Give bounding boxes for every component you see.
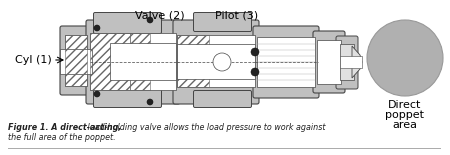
Bar: [317, 40, 341, 84]
Text: poppet: poppet: [386, 110, 424, 120]
Bar: [177, 35, 209, 87]
Bar: [65, 35, 87, 86]
Bar: [130, 33, 150, 90]
FancyBboxPatch shape: [94, 89, 162, 108]
Circle shape: [147, 99, 153, 105]
FancyBboxPatch shape: [313, 31, 345, 93]
Bar: [90, 33, 176, 90]
Text: Pilot (3): Pilot (3): [216, 10, 259, 20]
Circle shape: [147, 17, 153, 23]
Polygon shape: [352, 46, 362, 78]
Bar: [257, 37, 315, 87]
Bar: [177, 35, 255, 87]
Circle shape: [94, 25, 100, 31]
Bar: [177, 44, 255, 79]
Circle shape: [213, 53, 231, 71]
Bar: [110, 43, 176, 80]
FancyBboxPatch shape: [253, 26, 319, 98]
Circle shape: [251, 48, 259, 56]
Text: load-holding valve allows the load pressure to work against: load-holding valve allows the load press…: [85, 123, 325, 132]
FancyBboxPatch shape: [94, 13, 162, 33]
Bar: [60, 49, 92, 74]
Text: Figure 1. A direct-acting,: Figure 1. A direct-acting,: [8, 123, 122, 132]
FancyBboxPatch shape: [194, 91, 252, 108]
FancyBboxPatch shape: [86, 20, 180, 104]
FancyBboxPatch shape: [194, 13, 252, 31]
Bar: [340, 44, 354, 80]
Text: Cyl (1): Cyl (1): [15, 55, 52, 65]
Circle shape: [251, 68, 259, 76]
Bar: [90, 33, 130, 90]
Circle shape: [367, 20, 443, 96]
Text: the full area of the poppet.: the full area of the poppet.: [8, 133, 116, 142]
FancyBboxPatch shape: [173, 20, 259, 104]
Text: area: area: [392, 120, 418, 130]
Bar: [340, 56, 362, 68]
Text: Direct: Direct: [388, 100, 422, 110]
Bar: [65, 35, 87, 86]
Text: Valve (2): Valve (2): [135, 10, 185, 20]
FancyBboxPatch shape: [336, 36, 358, 89]
Circle shape: [94, 91, 100, 97]
FancyBboxPatch shape: [60, 26, 92, 95]
